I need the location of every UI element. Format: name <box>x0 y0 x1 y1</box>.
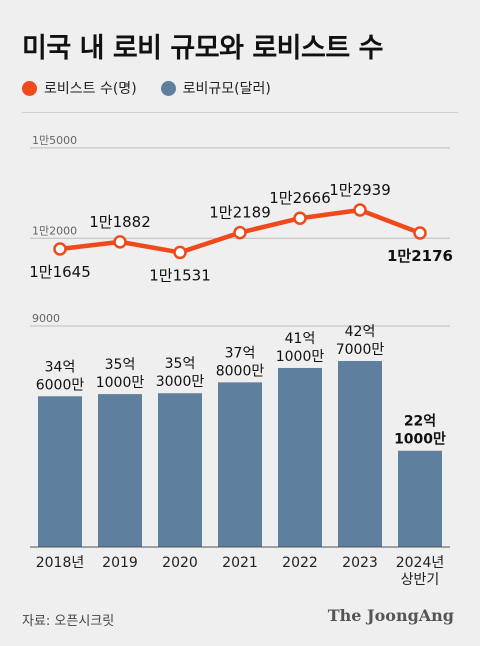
x-tick-label: 2023 <box>342 555 378 571</box>
line-data-label: 1만2176 <box>387 247 453 265</box>
line-data-label: 1만2666 <box>269 189 331 207</box>
line-gridline-label: 1만2000 <box>32 224 77 237</box>
bar-data-label: 35억 3000만 <box>156 356 205 390</box>
line-data-label: 1만2189 <box>209 204 271 222</box>
bar-data-label: 41억 1000만 <box>276 331 325 365</box>
bar <box>398 450 442 547</box>
bar-data-label: 42억 7000만 <box>336 324 385 358</box>
line-data-label: 1만2939 <box>329 181 391 199</box>
x-tick-label: 2024년 상반기 <box>396 555 445 588</box>
line-gridline-label: 1만5000 <box>32 134 77 147</box>
legend-item-lobbyists: 로비스트 수(명) <box>22 78 137 98</box>
source-note: 자료: 오픈시크릿 <box>22 614 115 629</box>
line-point <box>353 203 367 217</box>
legend-label-lobbyists: 로비스트 수(명) <box>44 81 137 97</box>
line-point <box>293 211 307 225</box>
legend-swatch-spending <box>160 80 176 96</box>
line-point <box>173 245 187 260</box>
line-point <box>113 235 127 249</box>
line-data-label: 1만1882 <box>89 213 151 231</box>
x-tick-label: 2019 <box>102 555 138 571</box>
line-data-label: 1만1645 <box>29 263 91 281</box>
legend: 로비스트 수(명) 로비규모(달러) <box>22 78 295 98</box>
brand-logo: The JoongAng <box>327 606 454 625</box>
bar <box>278 367 322 547</box>
bar-data-label: 37억 8000만 <box>216 345 265 379</box>
legend-swatch-lobbyists <box>22 80 37 96</box>
line-point <box>233 225 247 240</box>
bar-gridline-label: 9000 <box>32 312 60 325</box>
chart-title: 미국 내 로비 규모와 로비스트 수 <box>22 33 383 64</box>
line-data-label: 1만1531 <box>149 266 211 284</box>
x-tick-label: 2018년 <box>36 555 85 571</box>
bar <box>38 396 82 547</box>
bar-data-label: 34억 6000만 <box>36 359 85 393</box>
bar-data-label: 22억 1000만 <box>394 414 446 448</box>
line-point <box>413 226 427 240</box>
line-point <box>53 242 67 256</box>
bar <box>338 361 382 547</box>
legend-item-spending: 로비규모(달러) <box>160 78 271 98</box>
x-tick-label: 2020 <box>162 555 198 571</box>
x-tick-label: 2022 <box>282 555 318 571</box>
legend-divider <box>22 112 458 113</box>
bar <box>158 393 202 547</box>
bar <box>98 394 142 547</box>
x-tick-label: 2021 <box>222 555 258 571</box>
bar <box>218 382 262 547</box>
legend-label-spending: 로비규모(달러) <box>182 81 271 97</box>
bar-data-label: 35억 1000만 <box>96 357 145 391</box>
